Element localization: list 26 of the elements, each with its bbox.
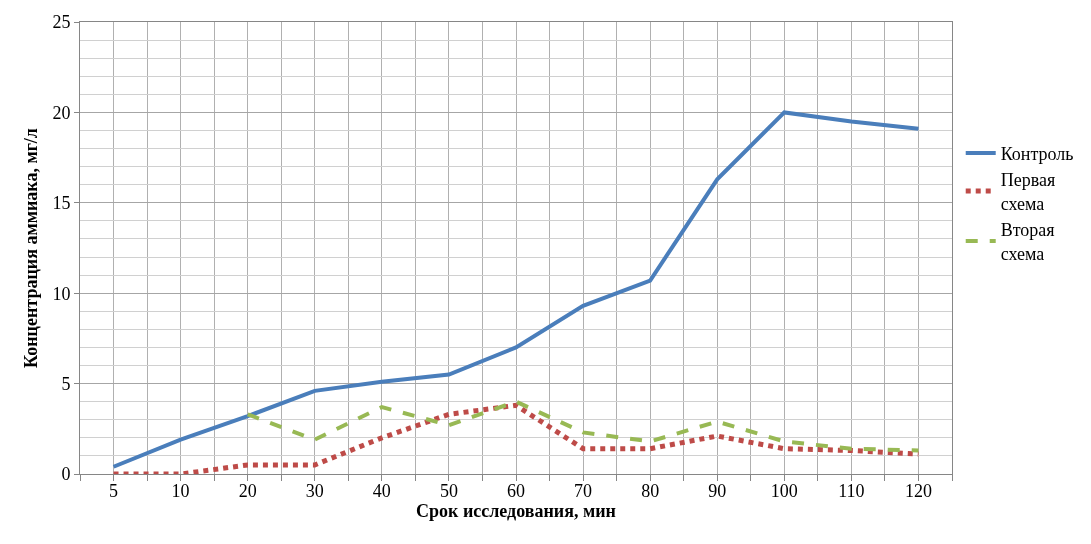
y-tick-label: 0 [61, 464, 71, 485]
y-tick-label: 15 [52, 193, 71, 214]
x-tick-label: 40 [372, 480, 391, 501]
y-tick-label: 10 [52, 283, 71, 304]
x-tick-label: 120 [904, 480, 932, 501]
y-tick-label: 25 [52, 12, 71, 33]
x-tick-label: 80 [641, 480, 660, 501]
line-series [245, 399, 921, 453]
y-tick-label: 20 [52, 102, 71, 123]
x-tick-label: 10 [171, 480, 190, 501]
y-tick-label: 5 [61, 373, 71, 394]
x-axis-title: Срок исследования, мин [416, 500, 616, 521]
x-tick-label: 60 [507, 480, 525, 501]
legend-label: Контроль [1000, 144, 1074, 165]
x-tick-label: 90 [708, 480, 727, 501]
x-tick-label: 30 [305, 480, 324, 501]
y-axis-title: Концентрация аммиака, мг/л [20, 128, 41, 368]
x-tick-label: 70 [574, 480, 593, 501]
x-tick-label: 110 [838, 480, 865, 501]
x-tick-label: 100 [770, 480, 798, 501]
x-tick-label: 5 [109, 480, 119, 501]
legend-label: Первая схема [1000, 170, 1056, 214]
legend-label: Вторая схема [1000, 220, 1055, 264]
x-tick-label: 50 [439, 480, 458, 501]
line-series [111, 110, 921, 469]
x-tick-label: 20 [238, 480, 257, 501]
